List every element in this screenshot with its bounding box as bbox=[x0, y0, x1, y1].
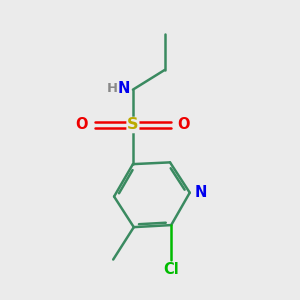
Text: S: S bbox=[127, 118, 139, 133]
Text: H: H bbox=[106, 82, 118, 95]
Text: O: O bbox=[178, 118, 190, 133]
Text: O: O bbox=[76, 118, 88, 133]
Text: N: N bbox=[195, 185, 207, 200]
Text: N: N bbox=[118, 81, 130, 96]
Text: Cl: Cl bbox=[163, 262, 179, 278]
